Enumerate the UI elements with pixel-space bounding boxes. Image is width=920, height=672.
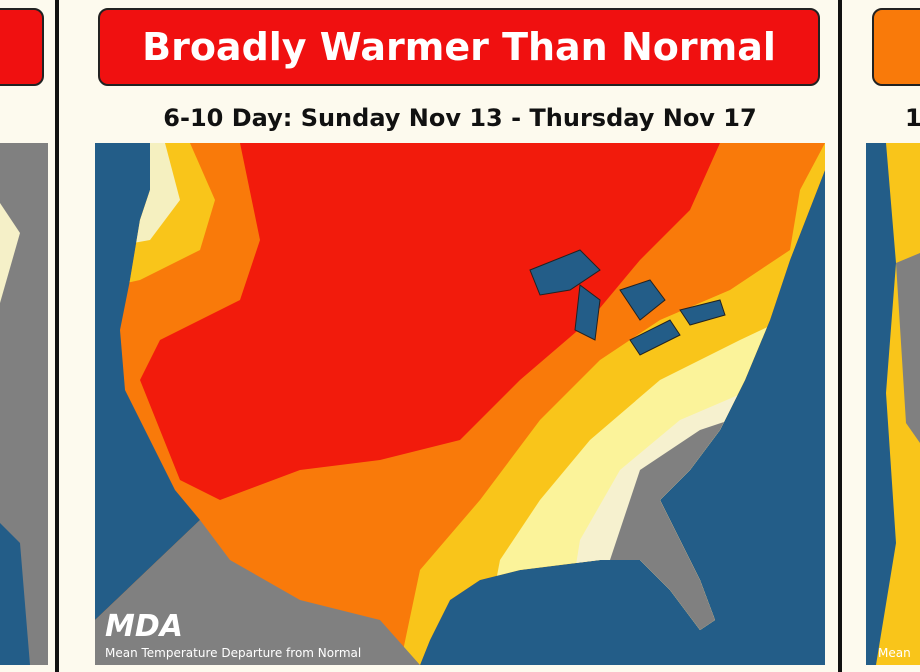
left-map [0, 143, 48, 665]
subtitle: 6-10 Day: Sunday Nov 13 - Thursday Nov 1… [163, 104, 757, 132]
caption: Mean Temperature Departure from Normal [105, 646, 361, 660]
right-header [872, 8, 920, 86]
map: MDA Mean Temperature Departure from Norm… [95, 143, 825, 665]
right-map: Mean [866, 143, 920, 665]
divider [55, 0, 59, 672]
right-subtitle: 1 [905, 104, 920, 132]
logo: MDA [105, 609, 183, 644]
right-caption: Mean [878, 646, 911, 660]
divider [838, 0, 842, 672]
left-header [0, 8, 44, 86]
title: Broadly Warmer Than Normal [142, 25, 776, 69]
main-header: Broadly Warmer Than Normal [98, 8, 820, 86]
